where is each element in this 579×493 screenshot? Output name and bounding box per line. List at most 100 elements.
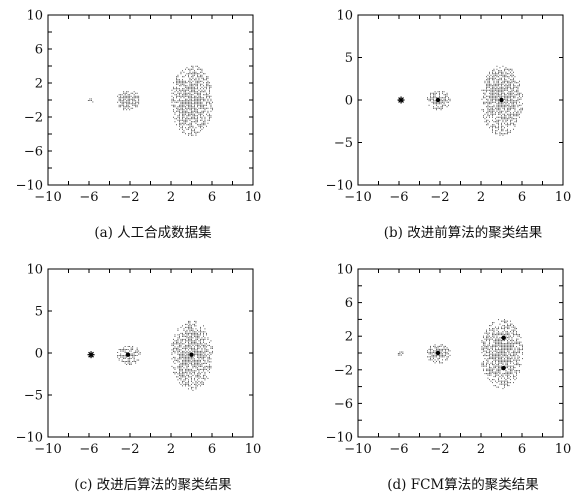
data-point <box>186 334 188 336</box>
data-point <box>197 379 198 381</box>
data-point <box>487 85 489 87</box>
data-point <box>192 130 194 132</box>
data-point <box>505 94 507 96</box>
data-point <box>504 382 505 384</box>
data-point <box>514 82 516 84</box>
data-point <box>188 97 189 99</box>
data-point <box>504 127 505 129</box>
data-point <box>514 379 516 381</box>
data-point <box>177 343 179 345</box>
data-point <box>439 91 440 93</box>
data-point <box>492 77 493 79</box>
data-point <box>123 97 125 99</box>
data-point <box>179 334 180 336</box>
data-point <box>493 106 495 108</box>
data-point <box>136 355 138 356</box>
data-point <box>200 88 201 90</box>
data-point <box>498 380 499 382</box>
data-point <box>511 106 513 108</box>
data-point <box>434 350 436 352</box>
data-point <box>174 368 176 370</box>
data-point <box>495 118 496 120</box>
data-point <box>510 85 511 87</box>
data-point <box>517 364 519 366</box>
data-point <box>186 109 188 111</box>
data-point <box>489 103 490 105</box>
data-point <box>188 115 189 117</box>
data-point <box>443 100 445 102</box>
data-point <box>179 116 180 118</box>
data-point <box>189 326 191 328</box>
data-point <box>514 80 516 82</box>
data-point <box>496 92 498 94</box>
data-point <box>191 326 192 328</box>
data-point <box>489 83 490 85</box>
data-point <box>123 358 125 359</box>
data-point <box>489 373 490 375</box>
data-point <box>511 80 513 82</box>
data-point <box>194 106 195 108</box>
data-point <box>437 97 439 99</box>
data-point <box>185 377 186 379</box>
data-point <box>120 104 122 106</box>
data-point <box>135 352 137 353</box>
data-point <box>201 70 203 72</box>
data-point <box>126 97 128 99</box>
data-point <box>446 100 448 102</box>
data-point <box>173 343 174 345</box>
data-point <box>513 83 514 85</box>
data-point <box>195 343 197 345</box>
data-point <box>197 376 198 378</box>
data-point <box>192 328 194 330</box>
data-point <box>505 124 507 126</box>
data-point <box>516 82 517 84</box>
data-point <box>496 382 498 384</box>
data-point <box>123 361 125 362</box>
data-point <box>174 118 176 120</box>
data-point <box>123 104 125 106</box>
data-point <box>495 338 496 340</box>
data-point <box>183 124 185 126</box>
data-point <box>195 334 197 336</box>
data-point <box>117 356 119 358</box>
data-point <box>132 107 134 109</box>
data-point <box>204 94 206 96</box>
data-point <box>123 91 125 93</box>
data-point <box>502 106 504 108</box>
data-point <box>437 91 439 93</box>
data-point <box>484 347 486 349</box>
data-point <box>186 85 188 87</box>
data-point <box>495 341 496 343</box>
data-point <box>201 119 203 121</box>
data-point <box>489 340 490 342</box>
data-point <box>204 365 206 367</box>
data-point <box>189 79 191 81</box>
data-point <box>191 338 192 340</box>
data-point <box>200 104 201 106</box>
data-point <box>126 349 128 350</box>
data-point <box>493 335 495 337</box>
data-point <box>501 101 502 103</box>
data-point <box>204 73 206 75</box>
data-point <box>123 103 125 105</box>
data-point <box>201 347 203 349</box>
data-point <box>516 346 517 348</box>
data-point <box>504 133 505 135</box>
x-tick-label: −6 <box>79 442 98 457</box>
data-point <box>516 332 517 334</box>
data-point <box>499 373 501 375</box>
data-point <box>201 125 203 127</box>
data-point <box>496 130 498 132</box>
data-point <box>203 110 204 112</box>
data-point <box>492 358 493 360</box>
data-point <box>439 95 440 97</box>
data-point <box>508 85 510 87</box>
data-point <box>504 79 505 81</box>
data-point <box>197 338 198 340</box>
data-point <box>510 344 511 346</box>
data-point <box>499 104 501 106</box>
x-tick-label: −2 <box>120 190 139 205</box>
data-point <box>508 359 510 361</box>
data-point <box>200 115 201 117</box>
data-point <box>511 116 513 118</box>
